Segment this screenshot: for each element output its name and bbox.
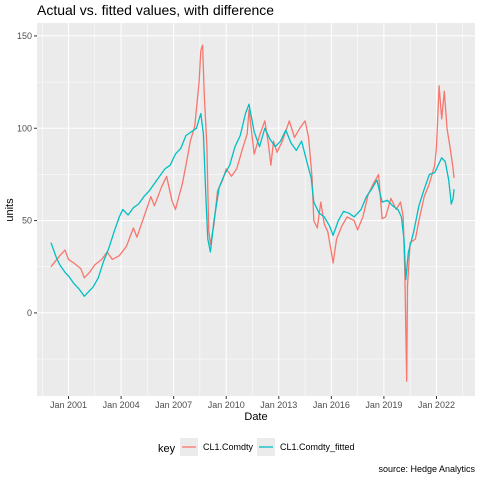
major-gridlines xyxy=(37,23,475,396)
legend-label-fitted: CL1.Comdty_fitted xyxy=(280,442,355,452)
x-tick-label: Jan 2004 xyxy=(103,400,140,410)
x-axis-label: Date xyxy=(244,411,267,423)
y-axis-label: units xyxy=(4,198,16,222)
y-tick-label: 150 xyxy=(17,31,32,41)
x-tick-label: Jan 2007 xyxy=(155,400,192,410)
y-tick-label: 0 xyxy=(27,308,32,318)
y-tick-label: 100 xyxy=(17,123,32,133)
series-line-actual xyxy=(50,44,455,382)
caption: source: Hedge Analytics xyxy=(378,464,475,474)
series-layer xyxy=(50,44,455,382)
chart-title: Actual vs. fitted values, with differenc… xyxy=(37,2,274,18)
x-tick-label: Jan 2013 xyxy=(260,400,297,410)
legend: key CL1.Comdty CL1.Comdty_fitted xyxy=(158,438,355,456)
x-axis: Jan 2001 Jan 2004 Jan 2007 Jan 2010 Jan 2013… xyxy=(50,396,455,410)
x-tick-label: Jan 2022 xyxy=(418,400,455,410)
series-line-fitted xyxy=(50,103,455,297)
x-tick-label: Jan 2019 xyxy=(365,400,402,410)
x-tick-label: Jan 2010 xyxy=(208,400,245,410)
legend-title: key xyxy=(158,443,176,455)
y-axis: 0 50 100 150 xyxy=(17,31,37,318)
y-tick-label: 50 xyxy=(22,216,32,226)
x-tick-label: Jan 2016 xyxy=(313,400,350,410)
plot-panel xyxy=(37,23,475,396)
legend-label-actual: CL1.Comdty xyxy=(203,442,254,452)
x-tick-label: Jan 2001 xyxy=(50,400,87,410)
minor-gridlines xyxy=(37,23,475,396)
